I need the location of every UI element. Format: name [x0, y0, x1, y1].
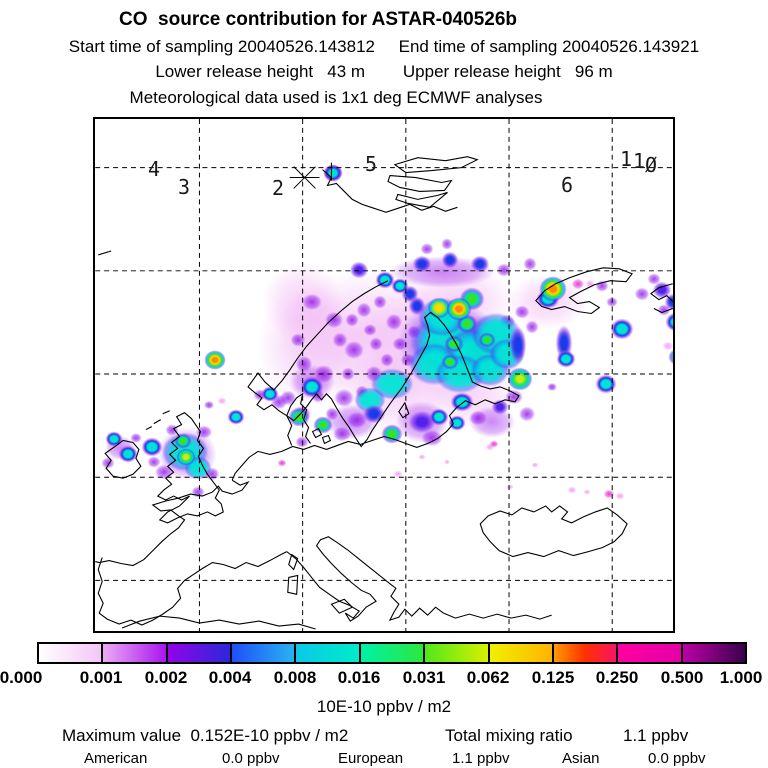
coastline: [311, 427, 323, 439]
coastline: [121, 615, 316, 630]
coastline: [387, 174, 453, 192]
coastline: [98, 250, 112, 256]
footer-text: Asian: [562, 750, 600, 767]
colorbar-units: 10E-10 ppbv / m2: [316, 697, 452, 716]
colorbar-segment: [294, 644, 359, 662]
coastline: [443, 612, 552, 620]
coastline: [97, 551, 288, 626]
colorbar-segment: [680, 644, 745, 662]
coastline: [653, 308, 673, 314]
sampling-times-line: Start time of sampling 20040526.143812 E…: [68, 37, 700, 56]
coastline: [288, 553, 299, 571]
marker-line: [293, 166, 316, 189]
coastline: [156, 412, 224, 524]
colorbar-segment: [165, 644, 231, 662]
map-overlay: [95, 119, 673, 631]
coastline: [398, 401, 410, 419]
colorbar-segment: [230, 644, 295, 662]
colorbar-tick-label: 0.002: [144, 668, 188, 687]
coastline: [287, 574, 299, 595]
coastline: [286, 536, 388, 622]
coastline: [162, 410, 170, 415]
coastline: [479, 505, 628, 558]
coastline: [321, 434, 332, 445]
footer-text: 0.0 ppbv: [648, 750, 706, 767]
footer-text: Total mixing ratio: [445, 726, 573, 745]
trajectory-point-label: 2: [271, 176, 285, 200]
colorbar-segment: [39, 644, 102, 662]
colorbar-segment: [423, 644, 488, 662]
trajectory-point-label: 5: [364, 152, 378, 176]
page-title: CO source contribution for ASTAR-040526b: [119, 9, 517, 30]
coastline: [535, 267, 633, 315]
colorbar-segment: [487, 644, 552, 662]
footer-text: 0.0 ppbv: [222, 750, 280, 767]
coastline: [330, 598, 354, 614]
colorbar-tick-label: 0.008: [273, 668, 317, 687]
colorbar-tick-label: 0.125: [531, 668, 575, 687]
colorbar-tick-label: 0.000: [0, 668, 43, 687]
coastline: [393, 156, 479, 174]
coastline: [95, 479, 250, 567]
footer-text: European: [338, 750, 404, 767]
footer-text: Maximum value 0.152E-10 ppbv / m2: [62, 726, 349, 745]
trajectory-point-label: 1: [632, 149, 646, 173]
footer-text: American: [84, 750, 148, 767]
coastline: [145, 426, 153, 431]
colorbar-tick-label: 0.500: [660, 668, 704, 687]
colorbar-tick-label: 0.016: [337, 668, 381, 687]
coastline: [650, 283, 673, 302]
trajectory-point-label: 6: [560, 173, 574, 197]
colorbar-tick-label: 0.001: [79, 668, 123, 687]
trajectory-point-label: 1: [619, 147, 633, 171]
footer-text: 1.1 ppbv: [623, 726, 689, 745]
coastline: [386, 580, 444, 622]
colorbar-tick-label: 1.000: [719, 668, 763, 687]
trajectory-point-label: 4: [147, 157, 161, 181]
colorbar-segment: [358, 644, 424, 662]
release-heights-line: Lower release height 43 m Upper release …: [155, 62, 613, 81]
coastline: [231, 280, 520, 481]
colorbar: [37, 642, 747, 664]
trajectory-point-label: Ø: [644, 153, 658, 177]
coastline: [153, 419, 162, 425]
colorbar-tick-label: 0.004: [208, 668, 252, 687]
meteorology-line: Meteorological data used is 1x1 deg ECMW…: [129, 88, 543, 107]
coastline: [395, 191, 448, 208]
colorbar-segment: [551, 644, 617, 662]
trajectory-point-label: 3: [177, 175, 191, 199]
colorbar-segment: [616, 644, 681, 662]
colorbar-tick-label: 0.031: [402, 668, 446, 687]
colorbar-tick-label: 0.250: [595, 668, 639, 687]
colorbar-segment: [101, 644, 166, 662]
coastline: [104, 439, 142, 479]
coastline: [286, 392, 312, 446]
colorbar-tick-label: 0.062: [466, 668, 510, 687]
footer-text: 1.1 ppbv: [452, 750, 510, 767]
